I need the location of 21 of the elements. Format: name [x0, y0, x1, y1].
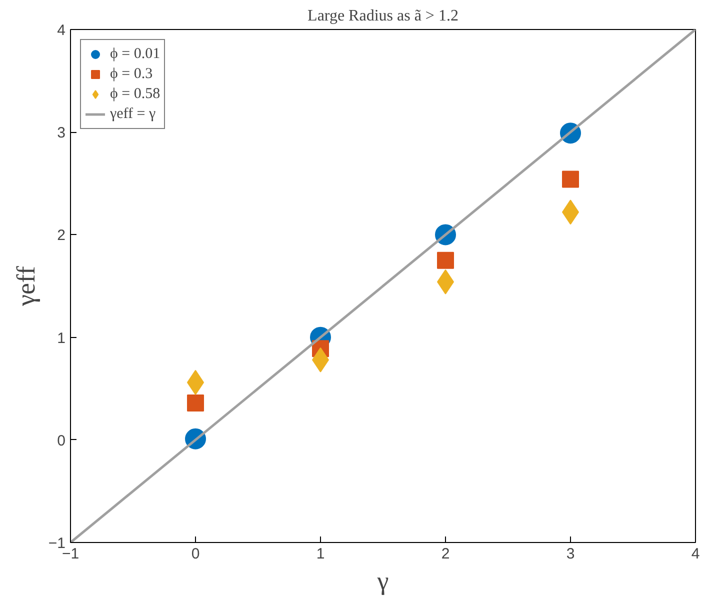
- legend-label: ϕ = 0.3: [110, 66, 153, 82]
- point: [437, 252, 454, 269]
- chart-title: Large Radius as ã > 1.2: [308, 8, 458, 24]
- point: [562, 170, 579, 188]
- y-axis-title: γeff: [11, 266, 40, 307]
- y-tick-label: 3: [57, 124, 66, 142]
- legend-label: γeff = γ: [110, 106, 156, 122]
- x-tick-label: 0: [191, 546, 200, 562]
- y-tick-label: 4: [57, 22, 66, 39]
- x-tick-label: 2: [441, 546, 450, 562]
- x-tick-label: 4: [691, 546, 700, 562]
- legend-label: ϕ = 0.01: [110, 46, 160, 62]
- point: [187, 394, 204, 412]
- x-tick-label: 3: [566, 546, 575, 562]
- y-tick-label: 1: [57, 330, 66, 347]
- y-tick-label: 2: [57, 227, 66, 244]
- x-tick-label: 1: [316, 546, 325, 562]
- x-axis-title: γ: [376, 566, 389, 596]
- legend-label: ϕ = 0.58: [110, 86, 160, 102]
- y-tick-label: 0: [57, 432, 66, 450]
- y-tick-label: −1: [48, 535, 66, 552]
